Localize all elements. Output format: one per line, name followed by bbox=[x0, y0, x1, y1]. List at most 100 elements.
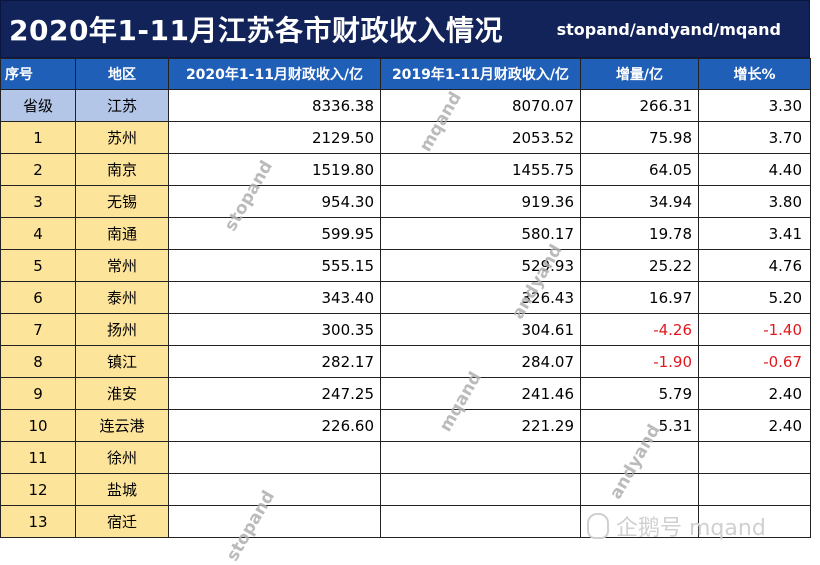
row-revenue-2019: 241.46 bbox=[380, 377, 581, 410]
brand-mark: 企鹅号 mqand bbox=[584, 510, 766, 542]
row-region: 淮安 bbox=[75, 377, 169, 410]
header-region: 地区 bbox=[75, 58, 169, 90]
row-number: 13 bbox=[0, 505, 76, 538]
table-row: 1 苏州 2129.50 2053.52 75.98 3.70 bbox=[0, 121, 811, 154]
row-number: 11 bbox=[0, 441, 76, 474]
row-revenue-2019: 326.43 bbox=[380, 281, 581, 314]
row-growth: 3.41 bbox=[698, 217, 811, 250]
row-revenue-2020: 247.25 bbox=[168, 377, 381, 410]
row-revenue-2020 bbox=[168, 441, 381, 474]
page-subtitle: stopand/andyand/mqand bbox=[556, 19, 781, 39]
revenue-table: 序号 地区 2020年1-11月财政收入/亿 2019年1-11月财政收入/亿 … bbox=[0, 58, 811, 538]
row-growth bbox=[698, 441, 811, 474]
row-revenue-2019: 580.17 bbox=[380, 217, 581, 250]
row-region: 南京 bbox=[75, 153, 169, 186]
penguin-icon bbox=[584, 513, 609, 539]
row-revenue-2019: 2053.52 bbox=[380, 121, 581, 154]
table-row: 9 淮安 247.25 241.46 5.79 2.40 bbox=[0, 377, 811, 410]
row-revenue-2020: 1519.80 bbox=[168, 153, 381, 186]
row-number: 9 bbox=[0, 377, 76, 410]
row-number: 3 bbox=[0, 185, 76, 218]
row-increase: 266.31 bbox=[580, 89, 699, 122]
row-revenue-2019: 8070.07 bbox=[380, 89, 581, 122]
row-increase: 64.05 bbox=[580, 153, 699, 186]
row-region: 江苏 bbox=[75, 89, 169, 122]
row-number: 6 bbox=[0, 281, 76, 314]
row-region: 泰州 bbox=[75, 281, 169, 314]
row-number: 2 bbox=[0, 153, 76, 186]
row-revenue-2019: 1455.75 bbox=[380, 153, 581, 186]
brand-label: 企鹅号 mqand bbox=[616, 516, 766, 541]
row-revenue-2019: 221.29 bbox=[380, 409, 581, 442]
row-growth: 4.76 bbox=[698, 249, 811, 282]
row-revenue-2020: 300.35 bbox=[168, 313, 381, 346]
row-revenue-2020 bbox=[168, 473, 381, 506]
row-revenue-2020 bbox=[168, 505, 381, 538]
row-revenue-2020: 8336.38 bbox=[168, 89, 381, 122]
row-revenue-2020: 2129.50 bbox=[168, 121, 381, 154]
row-increase: 19.78 bbox=[580, 217, 699, 250]
table-row: 12 盐城 bbox=[0, 473, 811, 506]
row-increase: 34.94 bbox=[580, 185, 699, 218]
row-increase: -4.26 bbox=[580, 313, 699, 346]
row-growth: 3.70 bbox=[698, 121, 811, 154]
title-bar: 2020年1-11月江苏各市财政收入情况 stopand/andyand/mqa… bbox=[0, 0, 810, 58]
row-growth: 3.30 bbox=[698, 89, 811, 122]
row-revenue-2019: 284.07 bbox=[380, 345, 581, 378]
row-number: 8 bbox=[0, 345, 76, 378]
row-revenue-2019: 304.61 bbox=[380, 313, 581, 346]
row-growth bbox=[698, 473, 811, 506]
row-growth: -0.67 bbox=[698, 345, 811, 378]
header-increase: 增量/亿 bbox=[580, 58, 699, 90]
header-2020: 2020年1-11月财政收入/亿 bbox=[168, 58, 381, 90]
row-revenue-2020: 954.30 bbox=[168, 185, 381, 218]
row-growth: 5.20 bbox=[698, 281, 811, 314]
page-title: 2020年1-11月江苏各市财政收入情况 bbox=[9, 14, 503, 47]
row-region: 常州 bbox=[75, 249, 169, 282]
row-region: 宿迁 bbox=[75, 505, 169, 538]
row-increase: 16.97 bbox=[580, 281, 699, 314]
row-revenue-2020: 599.95 bbox=[168, 217, 381, 250]
row-region: 连云港 bbox=[75, 409, 169, 442]
row-region: 盐城 bbox=[75, 473, 169, 506]
row-increase: 25.22 bbox=[580, 249, 699, 282]
table-row: 11 徐州 bbox=[0, 441, 811, 474]
row-revenue-2020: 343.40 bbox=[168, 281, 381, 314]
row-growth: 2.40 bbox=[698, 409, 811, 442]
table-row: 13 宿迁 bbox=[0, 505, 811, 538]
row-revenue-2019 bbox=[380, 505, 581, 538]
row-revenue-2019: 919.36 bbox=[380, 185, 581, 218]
header-2019: 2019年1-11月财政收入/亿 bbox=[380, 58, 581, 90]
table-row: 8 镇江 282.17 284.07 -1.90 -0.67 bbox=[0, 345, 811, 378]
row-increase: 75.98 bbox=[580, 121, 699, 154]
row-growth: 4.40 bbox=[698, 153, 811, 186]
table-header-row: 序号 地区 2020年1-11月财政收入/亿 2019年1-11月财政收入/亿 … bbox=[0, 58, 811, 90]
row-number: 省级 bbox=[0, 89, 76, 122]
row-region: 扬州 bbox=[75, 313, 169, 346]
row-growth: 3.80 bbox=[698, 185, 811, 218]
header-growth: 增长% bbox=[698, 58, 811, 90]
table-row: 4 南通 599.95 580.17 19.78 3.41 bbox=[0, 217, 811, 250]
row-number: 10 bbox=[0, 409, 76, 442]
row-region: 无锡 bbox=[75, 185, 169, 218]
row-increase: 5.79 bbox=[580, 377, 699, 410]
row-region: 南通 bbox=[75, 217, 169, 250]
row-region: 镇江 bbox=[75, 345, 169, 378]
row-number: 12 bbox=[0, 473, 76, 506]
table-row: 6 泰州 343.40 326.43 16.97 5.20 bbox=[0, 281, 811, 314]
row-number: 7 bbox=[0, 313, 76, 346]
table-row: 7 扬州 300.35 304.61 -4.26 -1.40 bbox=[0, 313, 811, 346]
row-region: 徐州 bbox=[75, 441, 169, 474]
row-region: 苏州 bbox=[75, 121, 169, 154]
table-row: 省级 江苏 8336.38 8070.07 266.31 3.30 bbox=[0, 89, 811, 122]
row-number: 4 bbox=[0, 217, 76, 250]
row-increase bbox=[580, 473, 699, 506]
row-growth bbox=[698, 505, 811, 538]
table-row: 10 连云港 226.60 221.29 5.31 2.40 bbox=[0, 409, 811, 442]
row-revenue-2019 bbox=[380, 441, 581, 474]
row-number: 1 bbox=[0, 121, 76, 154]
header-no: 序号 bbox=[0, 58, 76, 90]
row-growth: -1.40 bbox=[698, 313, 811, 346]
table-row: 5 常州 555.15 529.93 25.22 4.76 bbox=[0, 249, 811, 282]
table-row: 2 南京 1519.80 1455.75 64.05 4.40 bbox=[0, 153, 811, 186]
